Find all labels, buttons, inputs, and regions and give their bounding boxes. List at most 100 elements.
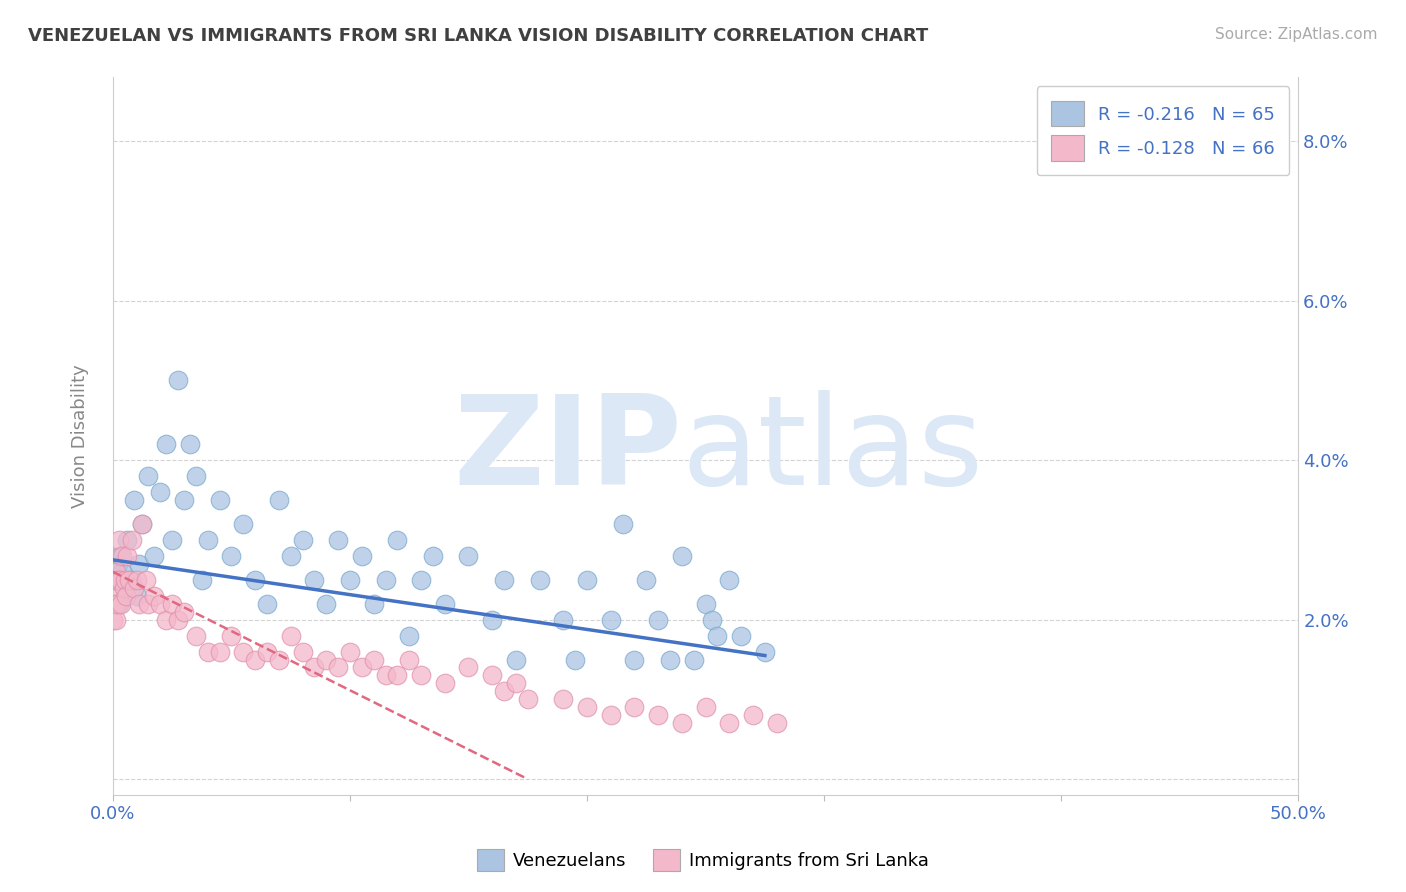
Point bbox=[120, 573, 142, 587]
Point bbox=[706, 629, 728, 643]
Point bbox=[111, 565, 134, 579]
Legend: Venezuelans, Immigrants from Sri Lanka: Venezuelans, Immigrants from Sri Lanka bbox=[470, 842, 936, 879]
Point bbox=[457, 549, 479, 563]
Point bbox=[256, 644, 278, 658]
Point bbox=[623, 700, 645, 714]
Point bbox=[167, 373, 190, 387]
Point bbox=[695, 700, 717, 714]
Point bbox=[107, 557, 129, 571]
Point bbox=[280, 629, 302, 643]
Point bbox=[114, 581, 136, 595]
Point bbox=[179, 437, 201, 451]
Point bbox=[143, 589, 166, 603]
Point bbox=[118, 573, 141, 587]
Point bbox=[599, 613, 621, 627]
Text: atlas: atlas bbox=[682, 390, 984, 511]
Point bbox=[104, 573, 127, 587]
Point bbox=[112, 581, 135, 595]
Point bbox=[529, 573, 551, 587]
Legend: R = -0.216   N = 65, R = -0.128   N = 66: R = -0.216 N = 65, R = -0.128 N = 66 bbox=[1036, 87, 1289, 176]
Point bbox=[494, 684, 516, 698]
Point bbox=[742, 708, 765, 723]
Point bbox=[128, 597, 150, 611]
Y-axis label: Vision Disability: Vision Disability bbox=[72, 364, 89, 508]
Point bbox=[110, 597, 132, 611]
Point bbox=[131, 516, 153, 531]
Point bbox=[682, 652, 704, 666]
Point bbox=[143, 549, 166, 563]
Point bbox=[197, 533, 219, 547]
Point bbox=[103, 613, 125, 627]
Point bbox=[105, 565, 128, 579]
Point bbox=[191, 573, 214, 587]
Point bbox=[208, 644, 231, 658]
Point bbox=[304, 573, 326, 587]
Point bbox=[647, 708, 669, 723]
Point bbox=[267, 493, 290, 508]
Point bbox=[122, 581, 145, 595]
Point bbox=[398, 629, 420, 643]
Point bbox=[184, 629, 207, 643]
Point bbox=[149, 597, 172, 611]
Point bbox=[409, 668, 432, 682]
Point bbox=[422, 549, 444, 563]
Point bbox=[105, 597, 128, 611]
Point bbox=[387, 533, 409, 547]
Point bbox=[155, 437, 177, 451]
Point bbox=[505, 676, 527, 690]
Point bbox=[104, 573, 127, 587]
Point bbox=[409, 573, 432, 587]
Point bbox=[173, 493, 195, 508]
Point bbox=[108, 573, 131, 587]
Point bbox=[374, 573, 396, 587]
Point bbox=[659, 652, 682, 666]
Point bbox=[387, 668, 409, 682]
Point bbox=[553, 613, 575, 627]
Point bbox=[108, 549, 131, 563]
Point bbox=[167, 613, 190, 627]
Point bbox=[232, 644, 254, 658]
Point bbox=[374, 668, 396, 682]
Point bbox=[125, 589, 148, 603]
Point bbox=[155, 613, 177, 627]
Point bbox=[481, 613, 503, 627]
Point bbox=[326, 533, 349, 547]
Point bbox=[481, 668, 503, 682]
Text: Source: ZipAtlas.com: Source: ZipAtlas.com bbox=[1215, 27, 1378, 42]
Point bbox=[433, 676, 456, 690]
Point bbox=[111, 549, 134, 563]
Point bbox=[576, 700, 599, 714]
Point bbox=[243, 652, 266, 666]
Point bbox=[326, 660, 349, 674]
Point bbox=[765, 716, 787, 731]
Point bbox=[599, 708, 621, 723]
Point bbox=[160, 533, 183, 547]
Point bbox=[125, 573, 148, 587]
Point bbox=[121, 533, 143, 547]
Point bbox=[208, 493, 231, 508]
Point bbox=[104, 597, 127, 611]
Point bbox=[494, 573, 516, 587]
Point bbox=[553, 692, 575, 706]
Point bbox=[291, 533, 314, 547]
Point bbox=[115, 549, 138, 563]
Point bbox=[564, 652, 586, 666]
Point bbox=[128, 557, 150, 571]
Point bbox=[647, 613, 669, 627]
Point bbox=[103, 589, 125, 603]
Point bbox=[115, 533, 138, 547]
Point bbox=[339, 644, 361, 658]
Point bbox=[516, 692, 538, 706]
Point bbox=[363, 652, 385, 666]
Point bbox=[671, 549, 693, 563]
Text: ZIP: ZIP bbox=[453, 390, 682, 511]
Point bbox=[107, 533, 129, 547]
Point bbox=[131, 516, 153, 531]
Point bbox=[754, 644, 776, 658]
Point bbox=[104, 613, 127, 627]
Point bbox=[115, 589, 138, 603]
Point bbox=[256, 597, 278, 611]
Point bbox=[433, 597, 456, 611]
Point bbox=[197, 644, 219, 658]
Point bbox=[457, 660, 479, 674]
